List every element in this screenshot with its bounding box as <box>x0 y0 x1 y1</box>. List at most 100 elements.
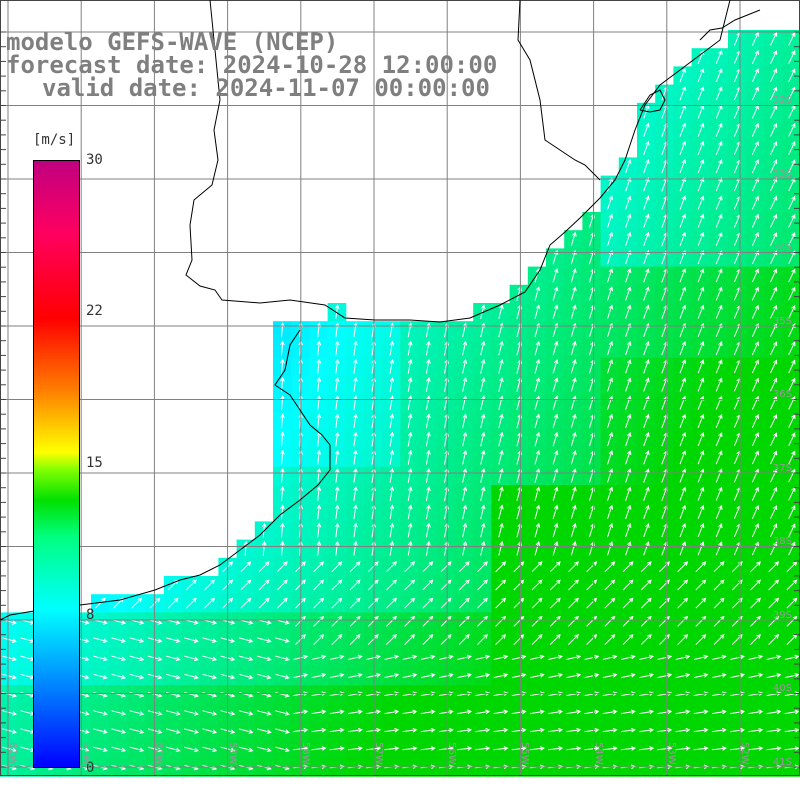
wind-arrow <box>693 673 709 679</box>
wind-arrow <box>311 727 327 733</box>
wind-arrow <box>404 634 416 645</box>
wind-arrow <box>347 727 363 733</box>
wind-arrow <box>604 634 616 645</box>
wind-arrow <box>715 486 723 501</box>
wind-arrow <box>768 597 780 609</box>
wind-arrow <box>167 597 179 609</box>
wind-arrow <box>184 710 199 716</box>
wind-arrow <box>366 654 381 660</box>
wind-arrow <box>462 413 468 429</box>
wind-arrow <box>204 579 215 591</box>
wind-arrow <box>604 597 616 609</box>
wind-arrow <box>407 449 413 465</box>
wind-arrow <box>730 673 745 679</box>
wind-arrow <box>657 673 673 679</box>
wind-arrow <box>770 159 778 174</box>
wind-arrow <box>768 579 780 591</box>
wind-arrow <box>347 654 363 660</box>
wind-arrow <box>425 522 431 538</box>
wind-arrow <box>751 541 759 556</box>
wind-arrow <box>770 505 778 519</box>
wind-arrow <box>440 615 452 627</box>
wind-arrow <box>238 637 254 643</box>
wind-arrow <box>529 654 545 660</box>
wind-arrow <box>695 561 707 573</box>
coast-northeast <box>639 9 761 113</box>
wind-arrow <box>751 504 759 519</box>
wind-arrow <box>695 579 707 591</box>
wind-arrow <box>750 561 761 573</box>
wind-arrow <box>640 615 652 627</box>
wind-arrow <box>715 504 723 519</box>
wind-arrow <box>643 231 650 247</box>
wind-arrow <box>458 561 470 573</box>
wind-arrow <box>534 468 541 483</box>
wind-arrow <box>2 655 17 662</box>
wind-arrow <box>498 304 504 320</box>
wind-arrow <box>640 634 652 645</box>
lon-label: 52W <box>739 742 750 765</box>
wind-arrow <box>316 540 322 556</box>
lon-label: 58W <box>299 742 311 765</box>
wind-arrow <box>643 522 650 538</box>
wind-arrow <box>480 377 486 392</box>
wind-arrow <box>622 597 634 609</box>
wind-arrow <box>643 195 650 210</box>
wind-arrow <box>770 232 778 246</box>
wind-arrow <box>713 615 725 627</box>
wind-arrow <box>498 377 504 392</box>
wind-arrow <box>204 597 215 609</box>
wind-arrow <box>256 746 272 753</box>
wind-arrow <box>788 450 796 465</box>
wind-arrow <box>750 597 761 609</box>
wind-arrow <box>552 340 559 356</box>
wind-arrow <box>498 540 504 556</box>
lon-label: 59W <box>226 742 238 765</box>
wind-arrow <box>751 195 759 210</box>
wind-arrow <box>495 634 507 645</box>
wind-arrow <box>784 654 800 660</box>
wind-arrow <box>566 709 582 715</box>
wind-arrow <box>531 561 543 573</box>
wind-arrow <box>675 709 691 715</box>
wind-arrow <box>495 561 507 573</box>
wind-arrow <box>622 561 634 573</box>
wind-arrow <box>675 727 691 733</box>
wind-arrow <box>770 268 778 283</box>
wind-arrow <box>607 195 614 210</box>
wind-arrow <box>770 304 778 319</box>
wind-arrow <box>770 523 778 538</box>
wind-arrow <box>607 468 614 483</box>
wind-arrow <box>715 195 723 210</box>
wind-arrow <box>679 286 687 301</box>
wind-arrow <box>566 746 582 751</box>
wind-arrow <box>770 341 778 356</box>
wind-arrow <box>697 140 705 155</box>
wind-arrow <box>715 86 723 101</box>
wind-arrow <box>570 268 577 283</box>
wind-arrow <box>693 654 709 660</box>
wind-arrow <box>548 746 564 751</box>
wind-arrow <box>679 432 687 447</box>
wind-arrow <box>679 159 687 174</box>
wind-arrow <box>316 467 322 483</box>
wind-arrow <box>695 615 707 627</box>
wind-arrow <box>679 377 687 392</box>
wind-arrow <box>404 579 416 591</box>
wind-arrow <box>679 541 687 556</box>
wind-arrow <box>643 140 650 156</box>
wind-arrow <box>625 413 632 429</box>
wind-arrow <box>165 746 181 753</box>
lon-label: 57W <box>373 742 384 765</box>
wind-arrow <box>697 231 705 246</box>
wind-arrow <box>770 177 778 192</box>
wind-arrow <box>788 304 796 319</box>
wind-arrow <box>384 654 400 660</box>
wind-arrow <box>711 709 727 715</box>
wind-arrow <box>625 486 632 501</box>
wind-arrow <box>529 746 545 751</box>
wind-arrow <box>366 727 382 733</box>
wind-arrow <box>202 637 218 643</box>
wind-arrow <box>715 341 723 356</box>
wind-arrow <box>407 504 413 520</box>
